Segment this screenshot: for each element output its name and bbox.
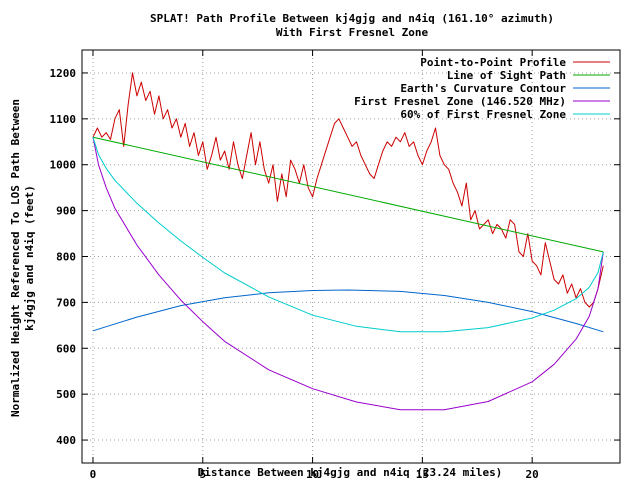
legend-label-earth-s-curvature-contour: Earth's Curvature Contour bbox=[400, 82, 566, 95]
series-line-point-to-point-profile bbox=[92, 72, 604, 308]
legend-label-line-of-sight-path: Line of Sight Path bbox=[447, 69, 566, 82]
chart-title-line1: SPLAT! Path Profile Between kj4gjg and n… bbox=[150, 12, 554, 25]
y-tick-label: 800 bbox=[56, 251, 76, 264]
legend-label-60-of-first-fresnel-zone: 60% of First Fresnel Zone bbox=[400, 108, 566, 121]
axis-ticks: 0 5 10 15 20 400 500 600 700 800 900 1000 1100 1200 bbox=[50, 50, 620, 480]
y-axis-label-line1: Normalized Height Referenced To LOS Path… bbox=[9, 99, 22, 417]
y-axis-label-line2: kj4gjg and n4iq (feet) bbox=[23, 185, 36, 331]
series-line-line-of-sight-path bbox=[92, 136, 604, 253]
legend-label-point-to-point-profile: Point-to-Point Profile bbox=[420, 56, 566, 69]
x-tick-label: 15 bbox=[416, 468, 429, 480]
y-tick-label: 1100 bbox=[50, 113, 77, 126]
y-tick-label: 600 bbox=[56, 342, 76, 355]
x-axis-label: Distance Between kj4gjg and n4iq (23.24 … bbox=[198, 466, 503, 479]
series-lines bbox=[92, 72, 604, 411]
y-tick-label: 500 bbox=[56, 388, 76, 401]
x-tick-label: 0 bbox=[90, 468, 97, 480]
legend-label-first-fresnel-zone-146-520-mhz: First Fresnel Zone (146.520 MHz) bbox=[354, 95, 566, 108]
x-tick-label: 5 bbox=[199, 468, 206, 480]
y-tick-label: 1200 bbox=[50, 67, 77, 80]
y-tick-label: 900 bbox=[56, 205, 76, 218]
chart-title-line2: With First Fresnel Zone bbox=[276, 26, 429, 39]
series-line-earth-s-curvature-contour bbox=[92, 289, 604, 333]
grid-lines bbox=[82, 50, 620, 463]
y-tick-label: 400 bbox=[56, 434, 76, 447]
y-tick-label: 1000 bbox=[50, 159, 77, 172]
x-tick-label: 10 bbox=[306, 468, 319, 480]
series-line-first-fresnel-zone-146-520-mhz bbox=[92, 137, 604, 411]
y-tick-label: 700 bbox=[56, 296, 76, 309]
series-line-60-of-first-fresnel-zone bbox=[92, 137, 604, 333]
plot-border bbox=[81, 49, 621, 464]
x-tick-label: 20 bbox=[526, 468, 539, 480]
